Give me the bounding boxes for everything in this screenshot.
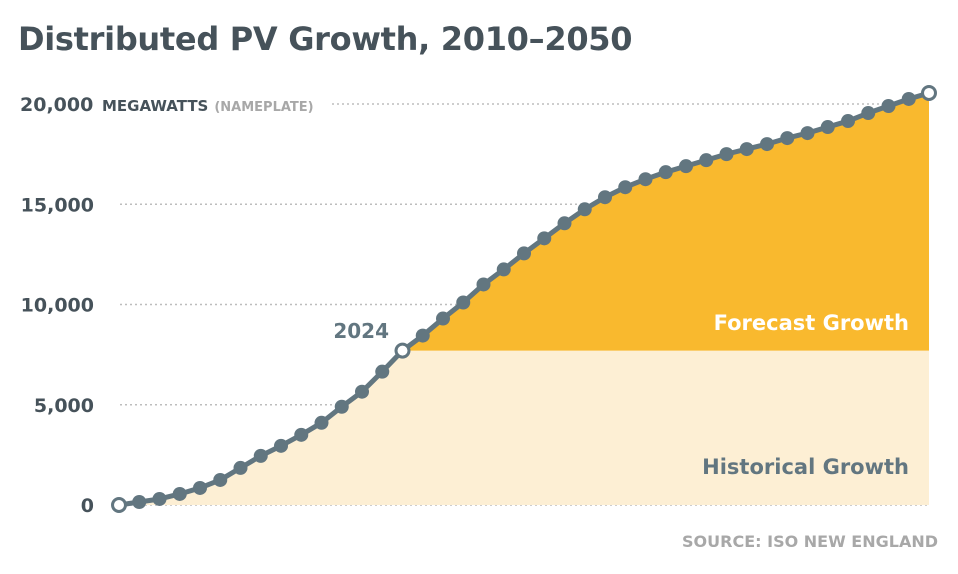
source-note: SOURCE: ISO NEW ENGLAND [682, 532, 938, 551]
data-point [881, 99, 896, 114]
data-point [334, 399, 349, 414]
annotation-2024: 2024 [333, 319, 389, 343]
forecast-label: Forecast Growth [714, 311, 909, 335]
data-point [841, 114, 855, 129]
data-point [800, 126, 815, 141]
data-point [233, 460, 248, 475]
data-point [132, 494, 147, 509]
data-point [598, 190, 612, 205]
data-point [921, 84, 937, 101]
data-point [476, 277, 491, 292]
forecast-area [402, 92, 929, 351]
historical-area [119, 350, 929, 505]
data-point [496, 262, 511, 277]
data-point [456, 295, 471, 310]
data-point [152, 491, 167, 506]
data-point [739, 142, 754, 157]
data-point [111, 497, 127, 513]
data-point [537, 231, 552, 246]
data-point [355, 384, 369, 399]
chart-title: Distributed PV Growth, 2010–2050 [18, 20, 633, 58]
y-unit-note: (NAMEPLATE) [214, 100, 313, 115]
data-point [699, 153, 714, 168]
y-tick-label: 15,000 [21, 194, 94, 216]
data-point [577, 202, 592, 217]
data-point [861, 106, 876, 121]
data-point [557, 216, 572, 231]
y-tick-label: 20,000 [20, 94, 93, 116]
data-point [193, 480, 207, 495]
data-point [294, 427, 309, 442]
data-point [314, 415, 329, 430]
data-point [638, 172, 653, 187]
data-point [213, 472, 228, 487]
data-point [253, 448, 268, 463]
y-unit-label: MEGAWATTS [102, 97, 208, 115]
data-point [375, 364, 390, 379]
data-point [780, 131, 795, 146]
data-point [274, 438, 288, 453]
y-tick-label: 0 [81, 495, 94, 517]
data-point [436, 311, 450, 326]
data-point [820, 120, 835, 135]
historical-label: Historical Growth [702, 455, 909, 479]
y-tick-label: 10,000 [21, 295, 94, 317]
y-axis-label: MEGAWATTS (NAMEPLATE) [102, 97, 314, 115]
data-point [517, 246, 531, 261]
data-point [658, 165, 673, 180]
data-point [719, 147, 734, 162]
data-point [901, 91, 916, 106]
data-point [394, 342, 411, 359]
data-point [415, 328, 430, 343]
data-point [172, 486, 187, 501]
y-tick-label: 5,000 [34, 395, 94, 417]
data-point [618, 180, 633, 195]
data-point [760, 137, 774, 152]
data-point [679, 159, 693, 174]
